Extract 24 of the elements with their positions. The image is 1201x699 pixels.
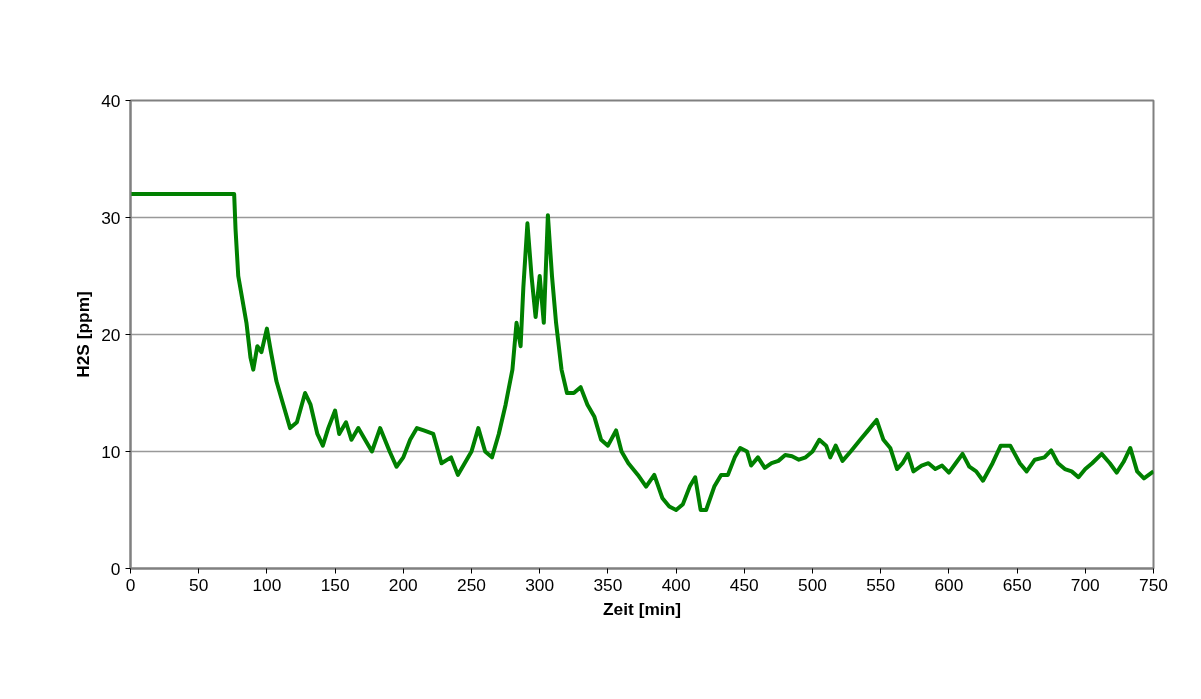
- x-tick-label: 300: [525, 574, 555, 595]
- x-tick-label: 350: [593, 574, 623, 595]
- y-axis-title: H2S [ppm]: [73, 291, 94, 378]
- x-tick-label: 150: [320, 574, 350, 595]
- x-tick-label: 250: [457, 574, 486, 595]
- x-tick-label: 550: [866, 574, 896, 595]
- x-tick-label: 50: [189, 574, 209, 595]
- x-tick-label: 200: [388, 574, 418, 595]
- y-tick-label: 0: [110, 558, 121, 579]
- x-tick-label: 450: [729, 574, 759, 595]
- y-tick-label: 30: [101, 207, 121, 228]
- x-tick-label: 100: [252, 574, 282, 595]
- x-axis-title: Zeit [min]: [603, 598, 681, 619]
- y-tick-label: 20: [101, 324, 121, 345]
- x-tick-label: 500: [798, 574, 827, 595]
- line-series: [130, 192, 1154, 512]
- y-tick-label: 40: [101, 90, 121, 111]
- y-tick-label: 10: [101, 441, 121, 462]
- x-tick-label: 0: [125, 574, 136, 595]
- x-tick-label: 650: [1002, 574, 1032, 595]
- x-tick-label: 700: [1070, 574, 1100, 595]
- x-tick-label: 600: [934, 574, 964, 595]
- x-tick-label: 750: [1139, 574, 1168, 595]
- x-tick-label: 400: [661, 574, 691, 595]
